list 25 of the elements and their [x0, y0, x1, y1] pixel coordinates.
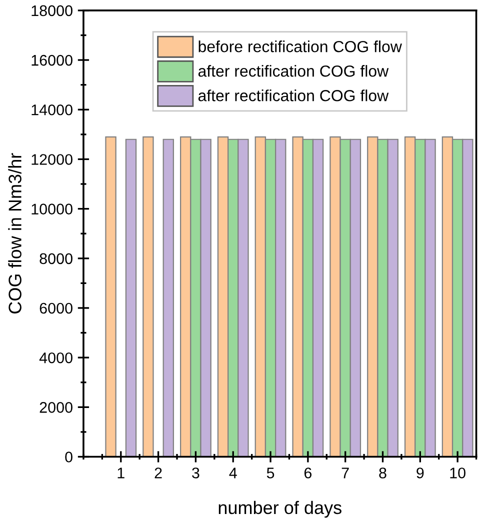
y-tick-label: 8000: [40, 253, 72, 264]
x-tick-label: 1: [118, 468, 124, 478]
y-tick-label: 18000: [32, 5, 72, 16]
x-tick-label: 7: [342, 468, 349, 478]
x-tick-label: 4: [229, 468, 237, 478]
x-tick-label: 5: [266, 468, 274, 478]
y-tick-label: 0: [65, 452, 72, 462]
y-tick-label: 2000: [40, 402, 72, 413]
x-tick-label: 10: [450, 468, 466, 478]
x-axis-title: number of days: [218, 500, 342, 518]
y-tick-label: 10000: [32, 204, 72, 214]
y-tick-label: 14000: [32, 104, 72, 116]
x-tick-label: 8: [379, 468, 386, 478]
legend-label: after rectification COG flow: [198, 65, 389, 77]
legend-label: before rectification COG flow: [198, 40, 402, 52]
legend-label: after rectification COG flow: [198, 90, 389, 102]
y-tick-label: 6000: [40, 302, 72, 314]
y-tick-label: 16000: [32, 54, 72, 66]
y-tick-label: 4000: [39, 352, 72, 364]
y-tick-label: 12000: [32, 154, 72, 165]
x-tick-label: 9: [416, 468, 424, 478]
x-tick-label: 3: [192, 468, 200, 478]
x-tick-label: 2: [154, 468, 162, 478]
y-axis-title: COG flow in Nm3/hr: [8, 153, 22, 314]
x-tick-label: 6: [304, 468, 312, 478]
